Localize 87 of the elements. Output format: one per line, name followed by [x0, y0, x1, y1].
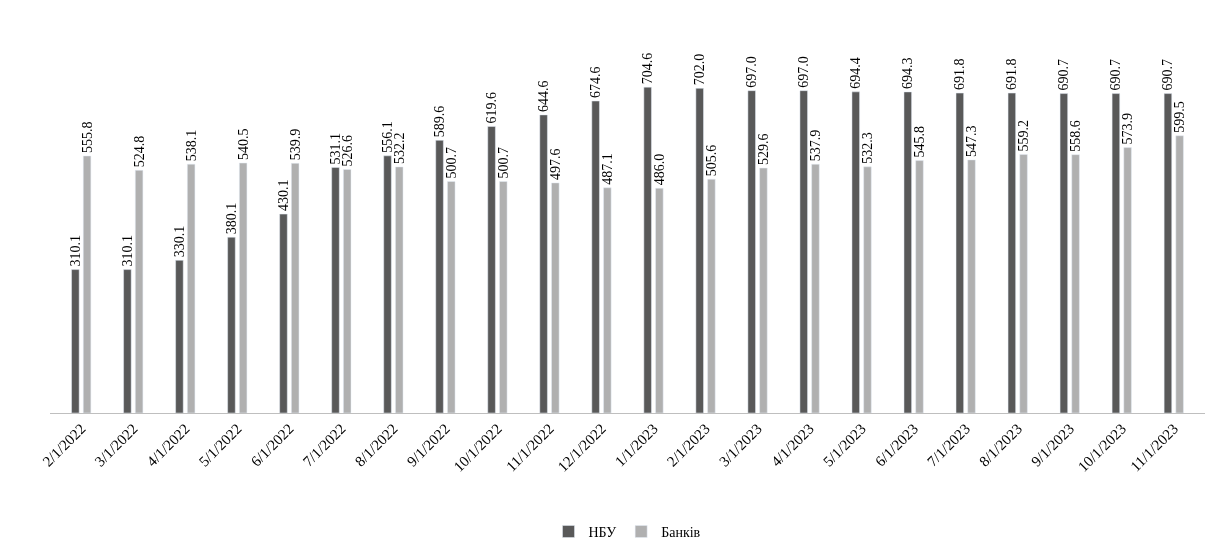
- data-label: 691.8: [1004, 58, 1020, 91]
- bar: [1071, 154, 1080, 413]
- data-label: 559.2: [1016, 119, 1032, 152]
- bar: [435, 140, 444, 413]
- bar: [1123, 147, 1132, 413]
- bar: [695, 88, 704, 413]
- bar: [395, 166, 404, 413]
- bar: [279, 213, 288, 413]
- bar: [1019, 154, 1028, 413]
- legend-label: НБУ: [588, 524, 617, 540]
- data-label: 380.1: [223, 202, 239, 235]
- legend-label: Банків: [661, 524, 701, 540]
- bar: [811, 163, 820, 413]
- data-label: 697.0: [744, 56, 760, 88]
- bar: [239, 162, 248, 413]
- data-label: 694.3: [900, 57, 916, 89]
- bar: [851, 91, 860, 413]
- data-label: 505.6: [703, 144, 719, 177]
- bar: [539, 114, 548, 413]
- bar: [655, 187, 664, 413]
- bar: [383, 155, 392, 413]
- data-label: 690.7: [1108, 59, 1124, 91]
- bar: [591, 100, 600, 413]
- data-label: 599.5: [1172, 101, 1188, 133]
- bar: [71, 269, 80, 413]
- bar: [903, 91, 912, 413]
- bar: [967, 159, 976, 413]
- bar: [955, 92, 964, 413]
- data-label: 619.6: [484, 91, 500, 124]
- bar: [747, 90, 756, 413]
- data-label: 589.6: [432, 105, 448, 138]
- data-label: 690.7: [1160, 59, 1176, 91]
- bar: [331, 167, 340, 413]
- data-label: 555.8: [79, 121, 95, 153]
- data-label: 538.1: [183, 129, 199, 162]
- bar: [603, 187, 612, 413]
- data-label: 486.0: [651, 153, 667, 186]
- data-label: 674.6: [588, 66, 604, 99]
- data-label: 487.1: [599, 153, 615, 185]
- data-label: 310.1: [67, 235, 83, 267]
- data-label: 540.5: [235, 128, 251, 161]
- data-label: 430.1: [275, 179, 291, 212]
- data-label: 697.0: [796, 56, 812, 88]
- bar: [759, 167, 768, 413]
- bar: [227, 236, 236, 413]
- data-label: 537.9: [807, 129, 823, 162]
- bar: [1163, 93, 1172, 413]
- bar: [1007, 92, 1016, 413]
- data-label: 644.6: [536, 80, 552, 112]
- bar: [1111, 93, 1120, 413]
- bar: [123, 269, 132, 413]
- bar: [83, 155, 92, 413]
- bar: [799, 90, 808, 413]
- bar: [499, 181, 508, 413]
- bar: [187, 163, 196, 413]
- bar: [447, 181, 456, 413]
- data-label: 691.8: [952, 58, 968, 91]
- data-label: 330.1: [171, 225, 187, 258]
- data-label: 558.6: [1068, 120, 1084, 152]
- data-label: 690.7: [1056, 59, 1072, 91]
- bar: [643, 86, 652, 413]
- bar: [175, 260, 184, 413]
- data-label: 573.9: [1120, 113, 1136, 145]
- bar: [551, 182, 560, 413]
- data-label: 545.8: [912, 126, 928, 158]
- data-label: 532.2: [391, 132, 407, 164]
- bar: [915, 160, 924, 413]
- data-label: 529.6: [755, 133, 771, 166]
- data-label: 524.8: [131, 135, 147, 168]
- bar: [291, 163, 300, 413]
- data-label: 539.9: [287, 128, 303, 161]
- bar: [1175, 135, 1184, 413]
- bar: [863, 166, 872, 413]
- bar: [135, 170, 144, 413]
- data-label: 702.0: [692, 53, 708, 86]
- data-label: 547.3: [964, 125, 980, 157]
- data-label: 532.3: [859, 132, 875, 164]
- bar: [1059, 93, 1068, 413]
- bar: [487, 126, 496, 413]
- bar: [707, 178, 716, 413]
- data-label: 500.7: [495, 146, 511, 179]
- data-label: 500.7: [443, 146, 459, 179]
- bar: [343, 169, 352, 413]
- data-label: 497.6: [547, 148, 563, 180]
- data-label: 704.6: [640, 52, 656, 85]
- data-label: 310.1: [119, 235, 135, 267]
- data-label: 694.4: [848, 57, 864, 89]
